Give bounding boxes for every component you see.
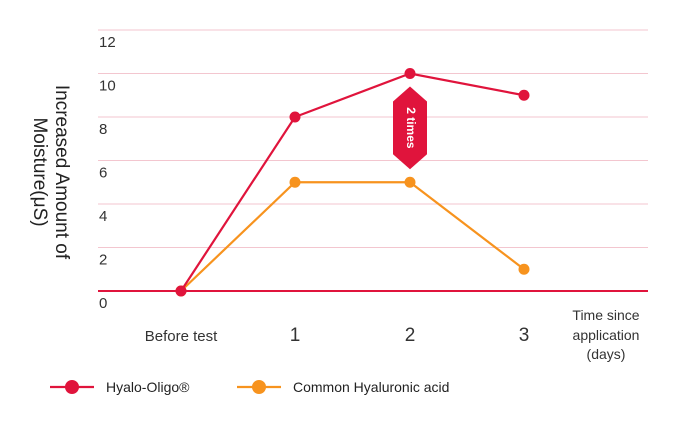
gridlines	[98, 29, 648, 292]
legend-label: Common Hyaluronic acid	[293, 379, 449, 395]
legend-marker	[252, 380, 266, 394]
two-times-badge	[393, 86, 427, 170]
y-tick-label: 2	[99, 252, 107, 269]
x-tick-label: 3	[519, 325, 530, 346]
y-tick-label: 6	[99, 165, 107, 182]
two-times-annotation: 2 times	[393, 86, 427, 170]
x-axis-title-line-3: (days)	[587, 346, 626, 362]
y-tick-label: 8	[99, 121, 107, 138]
x-axis-title-line-2: application	[573, 327, 640, 343]
x-axis-title: Time since application (days)	[572, 307, 639, 362]
data-point	[289, 111, 301, 123]
x-axis-title-line-1: Time since	[572, 307, 639, 323]
x-tick-label: 2	[405, 325, 416, 346]
series-common-hyaluronic-acid	[175, 176, 530, 297]
legend-item: Common Hyaluronic acid	[237, 379, 449, 395]
y-tick-label: 4	[99, 208, 107, 225]
y-axis-title-line-2: Moisture(μS)	[29, 117, 50, 226]
data-point	[175, 285, 187, 297]
data-point	[289, 176, 301, 188]
data-point	[404, 176, 416, 188]
x-tick-label: 1	[290, 325, 301, 346]
legend-item: Hyalo-Oligo®	[50, 379, 190, 395]
x-tick-labels: Before test 1 2 3	[145, 325, 530, 346]
data-point	[518, 263, 530, 275]
series-line	[180, 72, 525, 292]
two-times-label: 2 times	[404, 107, 418, 149]
legend: Hyalo-Oligo® Common Hyaluronic acid	[50, 379, 449, 395]
series-line	[180, 181, 525, 292]
data-point	[404, 68, 416, 79]
y-tick-label: 10	[99, 78, 116, 95]
series-hyalo-oligo	[175, 68, 530, 297]
y-tick-label: 12	[99, 34, 116, 51]
y-tick-label: 0	[99, 295, 107, 312]
y-axis-title: Increased Amount of Moisture(μS)	[29, 85, 72, 260]
y-tick-labels: 0 2 4 6 8 10 12	[99, 34, 116, 312]
legend-marker	[65, 380, 79, 394]
series-lines	[175, 68, 530, 297]
x-tick-label: Before test	[145, 328, 218, 345]
data-point	[518, 89, 530, 101]
y-axis-title-line-1: Increased Amount of	[51, 85, 72, 260]
legend-label: Hyalo-Oligo®	[106, 379, 190, 395]
